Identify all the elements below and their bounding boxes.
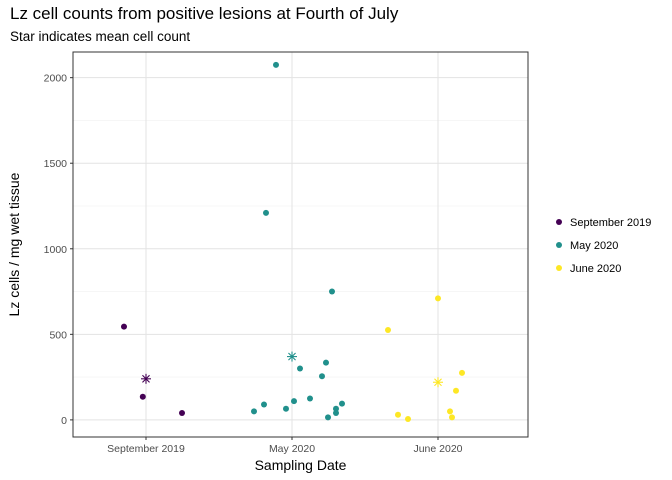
data-point [449, 414, 455, 421]
data-point [297, 365, 303, 372]
data-point [453, 387, 459, 394]
chart-title: Lz cell counts from positive lesions at … [10, 4, 399, 23]
data-point [179, 410, 185, 417]
mean-star-marker [433, 377, 443, 388]
data-point [323, 359, 329, 366]
data-point [139, 393, 146, 400]
x-tick-label: May 2020 [269, 443, 315, 455]
chart-subtitle: Star indicates mean cell count [10, 29, 191, 44]
x-axis-title: Sampling Date [255, 457, 347, 473]
data-point [263, 209, 269, 216]
legend-item: June 2020 [556, 263, 621, 275]
data-point [121, 323, 127, 330]
grid-lines [73, 52, 528, 437]
y-tick-label: 0 [61, 415, 67, 427]
y-tick-label: 2000 [44, 73, 68, 85]
legend-key [556, 265, 562, 271]
data-point [395, 411, 401, 418]
legend-key [556, 219, 562, 225]
legend-item: May 2020 [556, 240, 618, 252]
data-point [307, 395, 313, 402]
data-point [251, 408, 257, 415]
data-point [291, 398, 297, 405]
axes: 0 500 1000 1500 2000 September 2019 May 2020 Ju… [44, 73, 463, 455]
legend-key [556, 242, 562, 248]
data-point [333, 405, 339, 412]
legend: September 2019 May 2020 June 2020 [556, 217, 651, 275]
data-point [273, 61, 279, 68]
data-point [385, 327, 391, 334]
x-tick-label: September 2019 [107, 443, 185, 455]
legend-item: September 2019 [556, 217, 651, 229]
plot-panel-border [72, 51, 529, 438]
data-point [447, 408, 453, 415]
data-point [405, 416, 411, 423]
legend-label: June 2020 [570, 263, 621, 275]
legend-label: September 2019 [570, 217, 651, 229]
data-point [283, 405, 289, 412]
y-tick-label: 500 [49, 329, 67, 341]
mean-star-marker [141, 373, 151, 384]
data-point [319, 373, 325, 380]
mean-star-marker [287, 351, 297, 362]
data-point [333, 410, 339, 417]
data-point [435, 295, 441, 302]
data-point [329, 288, 335, 295]
y-axis-title: Lz cells / mg wet tissue [6, 172, 22, 316]
legend-label: May 2020 [570, 240, 618, 252]
y-tick-label: 1500 [44, 158, 68, 170]
data-point [339, 400, 345, 407]
data-points [121, 61, 465, 423]
data-point [261, 401, 267, 408]
x-tick-label: June 2020 [413, 443, 462, 455]
y-tick-label: 1000 [44, 244, 68, 256]
data-point [325, 414, 331, 421]
data-point [459, 369, 465, 376]
